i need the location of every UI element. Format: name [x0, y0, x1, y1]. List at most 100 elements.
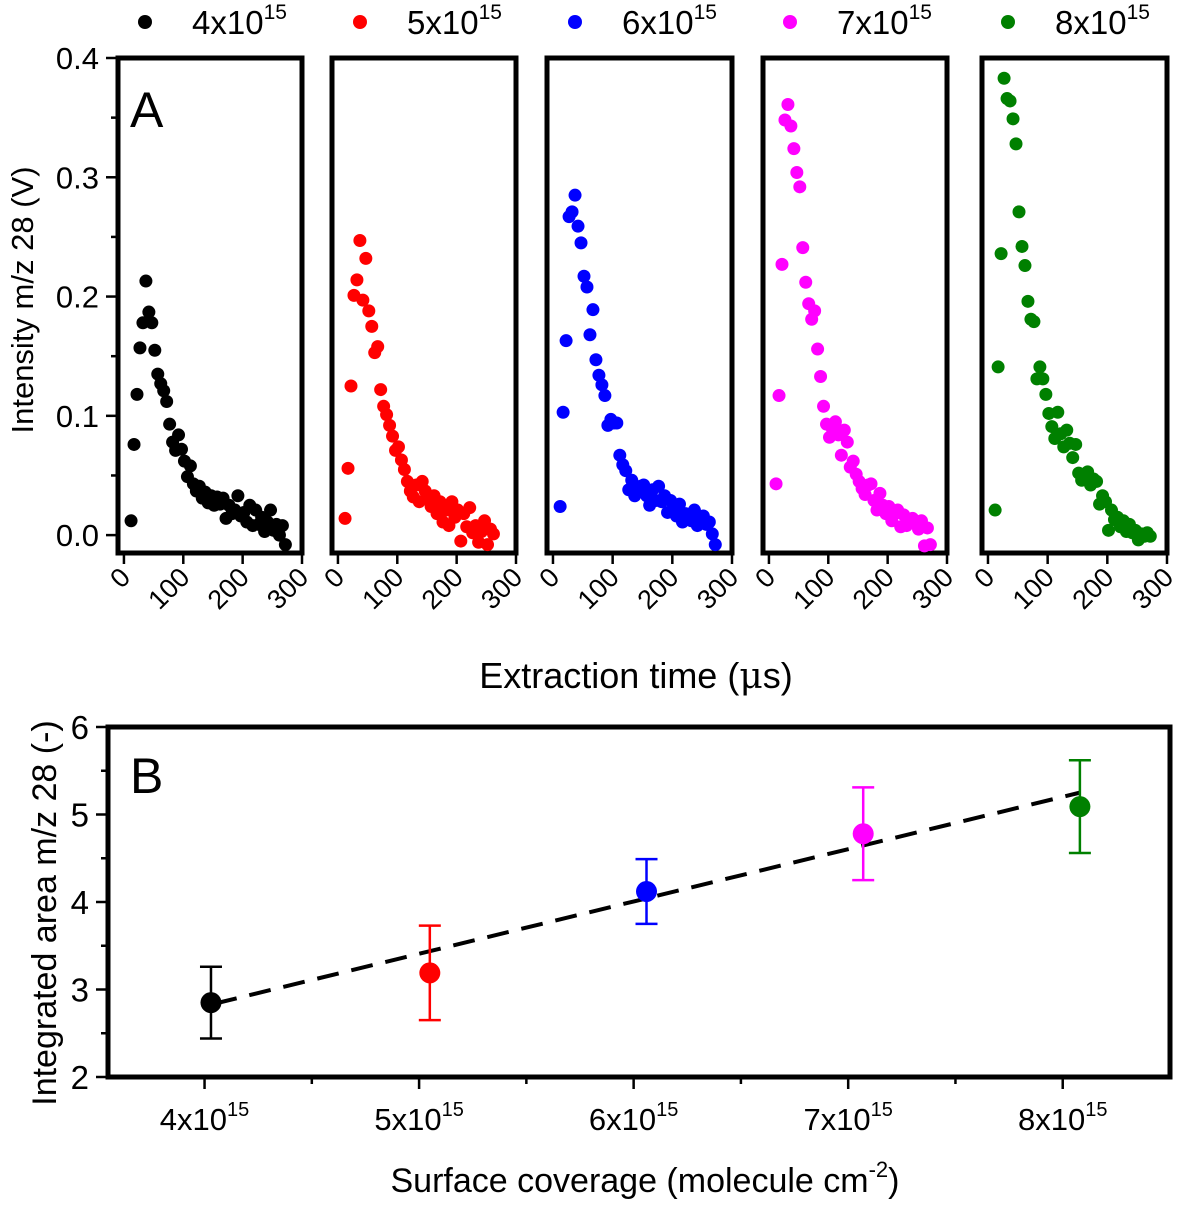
- y-tick-label: 0.2: [56, 280, 99, 315]
- x-tick-label: 4x1015: [160, 1099, 249, 1137]
- x-tick-label: 0: [318, 562, 350, 594]
- data-point: [1045, 420, 1059, 434]
- data-point: [769, 477, 783, 491]
- data-point: [353, 233, 367, 247]
- data-point: [350, 273, 364, 287]
- data-point: [275, 519, 289, 533]
- data-point: [391, 440, 405, 454]
- data-point-group: [635, 857, 658, 926]
- subplot-frame: [979, 55, 1170, 556]
- data-point: [148, 343, 162, 357]
- y-tick-label: 2: [71, 1059, 89, 1096]
- panel-a-x-axis-label: Extraction time (μs): [479, 655, 792, 697]
- data-point: [991, 360, 1005, 374]
- y-tick-label: 0.3: [56, 160, 99, 195]
- y-tick-label: 6: [71, 709, 89, 746]
- data-point: [589, 353, 603, 367]
- data-point: [359, 251, 373, 265]
- legend: 4x1015 5x1015 6x1015 7x1015 8x1015: [138, 1, 1150, 41]
- x-tick-label: 0: [533, 562, 565, 594]
- data-point: [1006, 112, 1020, 126]
- legend-item: 8x1015: [1001, 1, 1150, 41]
- data-point: [923, 538, 937, 552]
- data-point: [1009, 137, 1023, 151]
- data-point: [817, 399, 831, 413]
- data-point: [136, 316, 150, 330]
- subplot-frame: [329, 55, 519, 556]
- data-point: [556, 405, 570, 419]
- data-point: [463, 501, 477, 515]
- data-point: [1066, 451, 1080, 465]
- x-tick-label: 100: [572, 562, 625, 615]
- data-point: [828, 415, 842, 429]
- y-tick-label: 0.0: [56, 518, 99, 553]
- data-point: [1027, 315, 1041, 329]
- x-tick-label: 200: [1066, 562, 1119, 615]
- x-tick-label: 300: [261, 562, 314, 615]
- legend-label: 5x1015: [407, 1, 502, 41]
- x-tick-label: 5x1015: [374, 1099, 463, 1137]
- y-tick-label: 4: [71, 884, 89, 921]
- data-point: [145, 316, 159, 330]
- data-point: [1033, 360, 1047, 374]
- legend-item: 5x1015: [353, 1, 502, 41]
- data-point: [172, 428, 186, 442]
- data-point: [386, 429, 400, 443]
- x-tick-label: 300: [475, 562, 528, 615]
- data-point: [705, 527, 719, 541]
- data-point: [380, 408, 394, 422]
- fit-line: [214, 790, 1081, 1006]
- data-point: [1143, 529, 1157, 543]
- data-point: [574, 236, 588, 250]
- data-point: [840, 435, 854, 449]
- panel-a: A 0 100 200 300 0 100 200 300 0 100 200 300 0 100 200 3…: [56, 41, 1179, 615]
- y-tick-label: 5: [71, 797, 89, 834]
- x-tick-label: 100: [1007, 562, 1060, 615]
- subplot-frame: [115, 55, 305, 556]
- panel-b: B 2 3 4 5 6 4x1015 5x1015 6x1015 7x1015 8x1015: [71, 709, 1173, 1137]
- data-point: [1012, 205, 1026, 219]
- data-point: [231, 489, 245, 503]
- panel-a-y-axis-label: Intensity m/z 28 (V): [5, 166, 40, 433]
- data-point: [580, 280, 594, 294]
- subplot-frame: [544, 55, 735, 556]
- data-point: [160, 395, 174, 409]
- data-point: [781, 98, 795, 112]
- data-point: [397, 463, 411, 477]
- legend-label: 7x1015: [837, 1, 932, 41]
- data-point: [264, 503, 278, 517]
- x-tick-label: 0: [749, 562, 781, 594]
- data-point: [1102, 523, 1116, 537]
- data-point-group: [199, 965, 222, 1040]
- data-point: [784, 119, 798, 133]
- data-point: [571, 219, 585, 233]
- data-point: [873, 486, 887, 500]
- panel-b-y-axis-label: Integrated area m/z 28 (-): [26, 720, 64, 1106]
- legend-label: 6x1015: [622, 1, 717, 41]
- data-point: [775, 257, 789, 271]
- legend-marker: [783, 15, 797, 29]
- data-point: [799, 275, 813, 289]
- data-point: [371, 340, 385, 354]
- data-point: [834, 448, 848, 462]
- legend-marker: [353, 15, 367, 29]
- data-point: [846, 454, 860, 468]
- data-point: [157, 384, 171, 398]
- legend-item: 7x1015: [783, 1, 932, 41]
- data-point: [568, 188, 582, 202]
- data-point: [1069, 437, 1083, 451]
- data-point: [994, 247, 1008, 261]
- subplot-4: 0 100 200 300: [749, 55, 959, 615]
- legend-item: 6x1015: [568, 1, 717, 41]
- panel-a-letter: A: [130, 82, 164, 138]
- data-point: [200, 992, 222, 1014]
- data-point: [356, 293, 370, 307]
- x-tick-label: 200: [631, 562, 684, 615]
- data-point: [454, 534, 468, 548]
- x-tick-label: 100: [142, 562, 195, 615]
- data-point: [163, 417, 177, 431]
- data-point: [796, 241, 810, 255]
- data-point: [586, 303, 600, 317]
- data-point: [183, 459, 197, 473]
- data-point: [139, 274, 153, 288]
